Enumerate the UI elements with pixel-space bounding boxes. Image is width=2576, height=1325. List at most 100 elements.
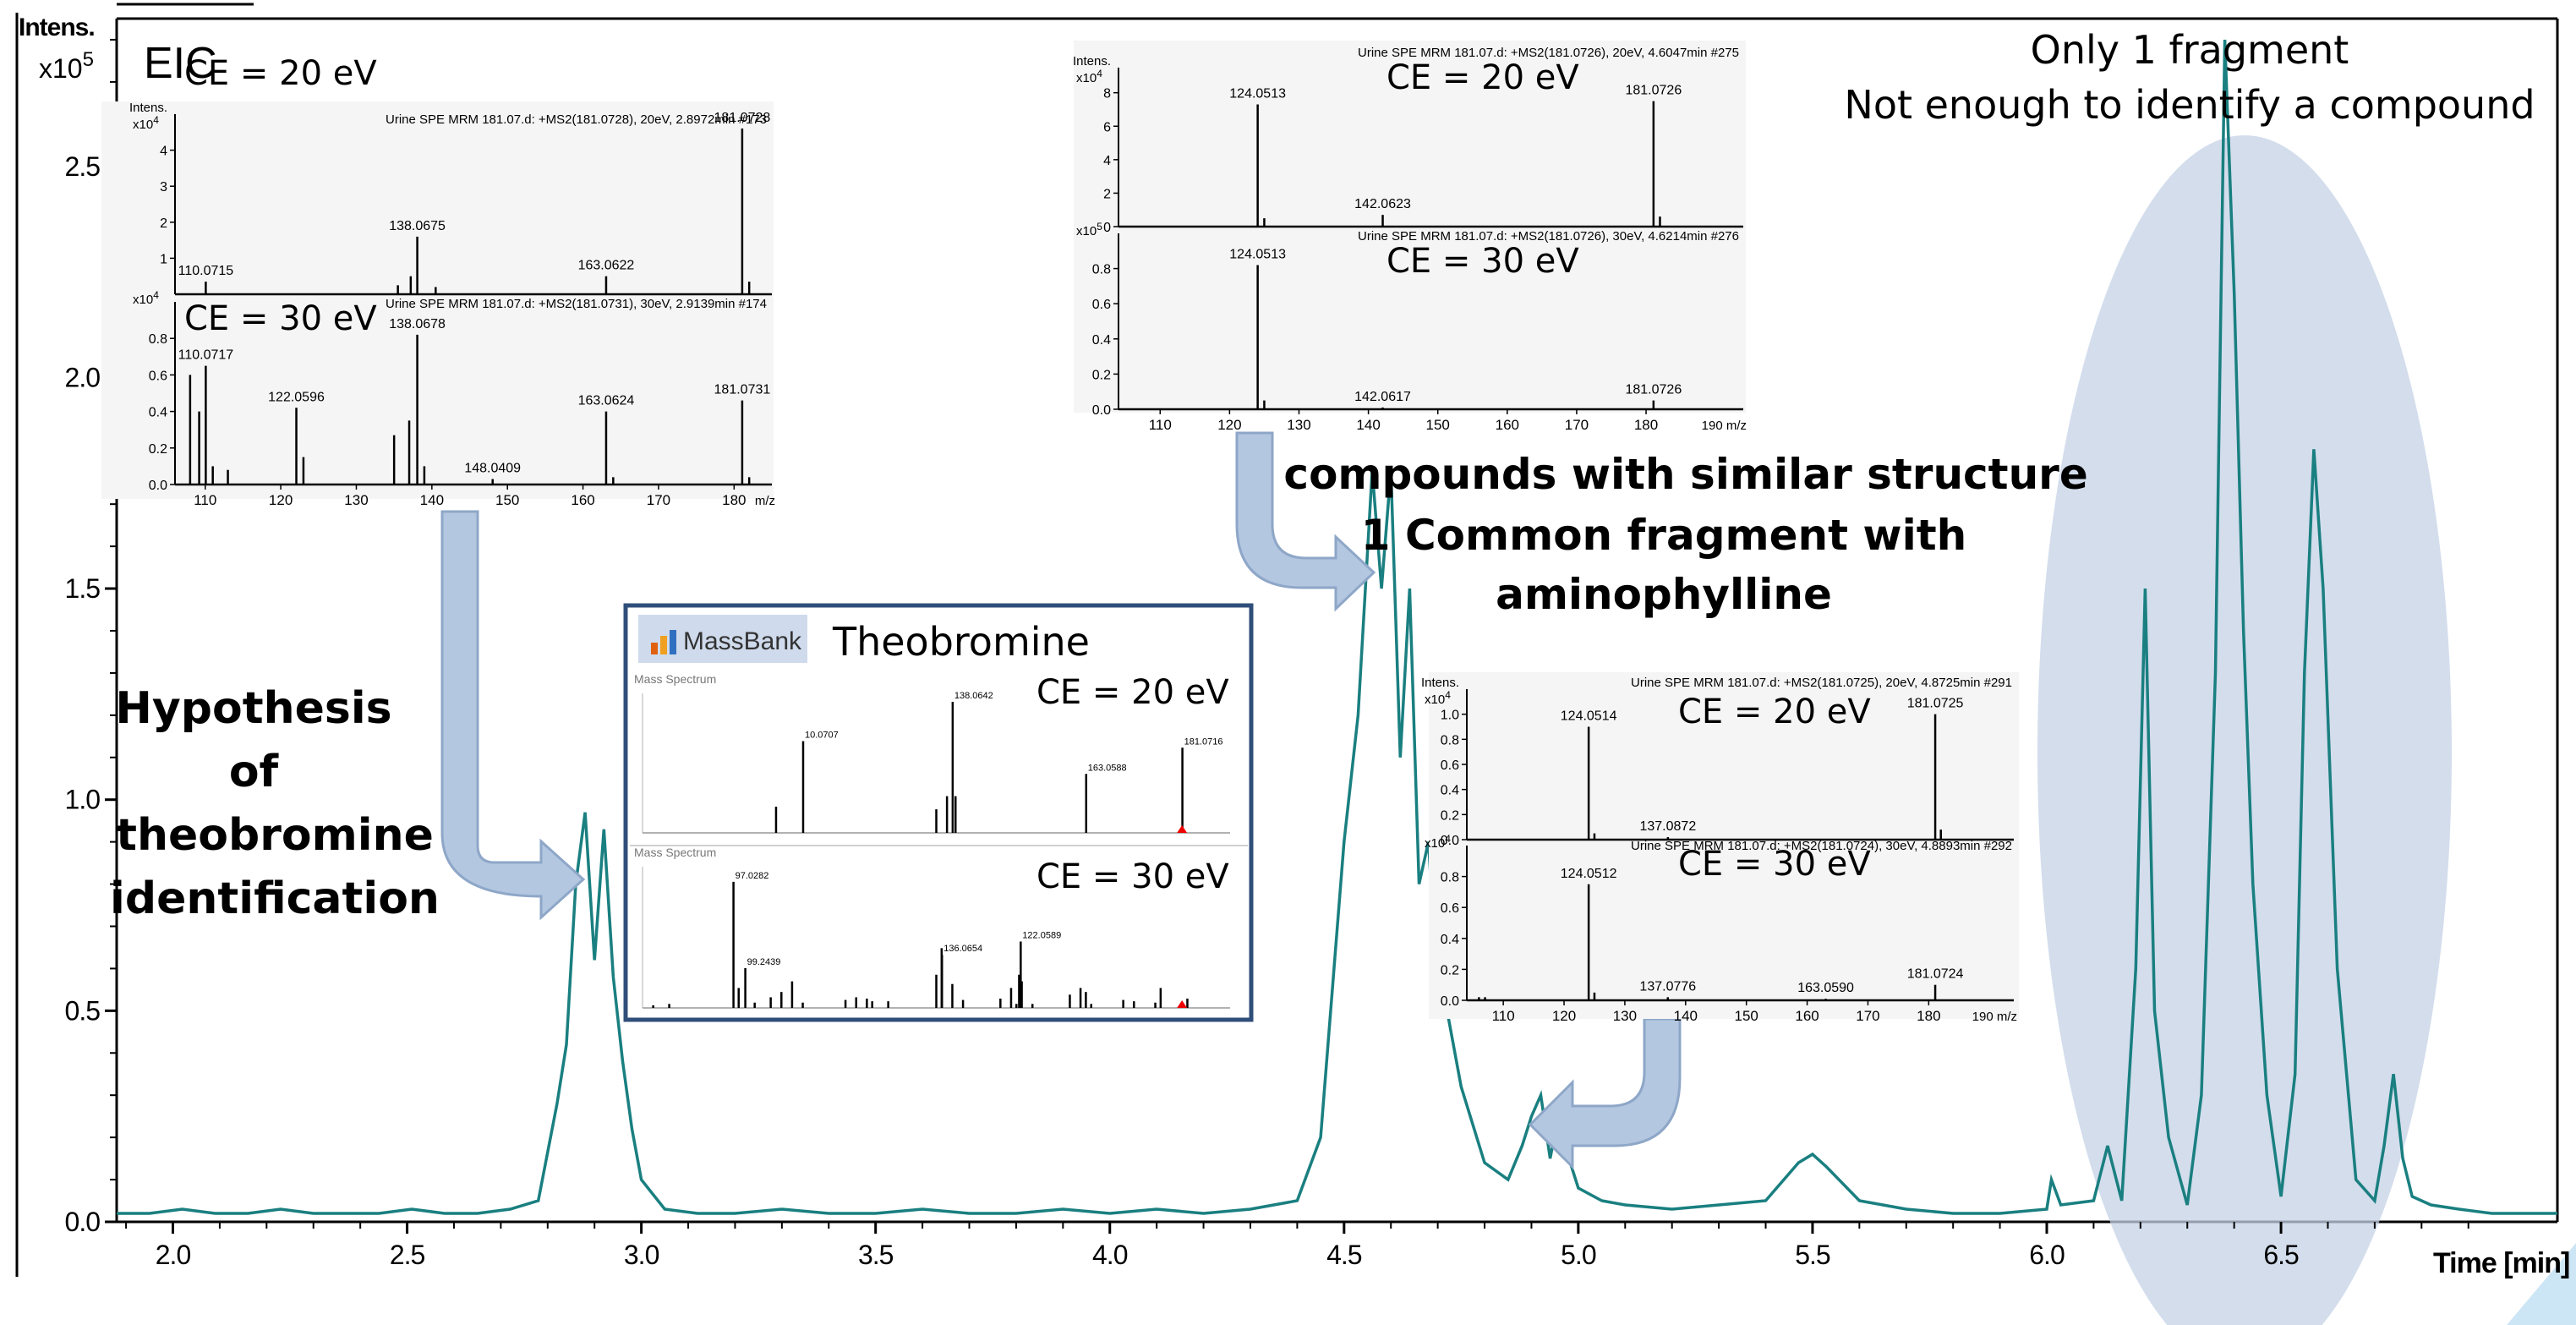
inset-y-tick-label: 4 (1103, 154, 1111, 168)
inset-y-tick-label: 0.8 (1441, 871, 1459, 885)
peak-label: 148.0409 (464, 462, 521, 476)
inset-y-tick-label: 0.0 (1441, 834, 1459, 848)
inset-x-tick-label: 170 (647, 492, 670, 508)
not-enough-text: Not enough to identify a compound (1844, 82, 2535, 128)
inset-y-tick-label: 0.8 (149, 332, 167, 347)
arrow-to-small-peaks (1528, 1017, 1682, 1170)
inset-header: Urine SPE MRM 181.07.d: +MS2(181.0726), … (1358, 46, 1739, 60)
peak-label: 181.0726 (1625, 383, 1682, 397)
inset-header: Urine SPE MRM 181.07.d: +MS2(181.0726), … (1358, 229, 1739, 244)
massbank-peak-label: 10.0707 (805, 731, 839, 741)
inset-intensity-label: Intens. (129, 101, 167, 115)
inset-header: Urine SPE MRM 181.07.d: +MS2(181.0728), … (386, 112, 767, 127)
peak-label: 124.0513 (1229, 87, 1286, 101)
aminophylline-text: aminophylline (1496, 570, 1832, 619)
massbank-logo-icon (651, 630, 676, 654)
inset-x-tick-label: 180 (722, 492, 746, 508)
inset-y-tick-label: 0.6 (1441, 901, 1459, 916)
peak-label: 163.0622 (578, 259, 635, 273)
collision-energy-label: CE = 20 eV (1386, 58, 1579, 97)
y-tick-label: 2.5 (65, 151, 101, 182)
only-one-fragment-text: Only 1 fragment (2031, 27, 2349, 73)
inset-y-tick-label: 0.0 (149, 479, 167, 493)
y-tick-label: 2.0 (65, 362, 101, 392)
inset-intensity-label: Intens. (1073, 54, 1111, 68)
x-tick-label: 3.5 (858, 1240, 894, 1270)
highlight-ellipse (2037, 135, 2452, 1325)
inset-x-tick-label: 150 (1426, 417, 1450, 433)
y-tick-label: 1.5 (65, 573, 101, 604)
x-tick-label: 2.5 (390, 1240, 425, 1270)
peak-label: 181.0728 (714, 111, 771, 125)
collision-energy-label: CE = 30 eV (1386, 242, 1579, 281)
y-axis-label: Intens. (19, 14, 95, 41)
peak-label: 138.0675 (389, 219, 446, 233)
inset-y-tick-label: 6 (1103, 120, 1111, 134)
precursor-marker (1177, 825, 1188, 833)
inset-header: Urine SPE MRM 181.07.d: +MS2(181.0724), … (1631, 839, 2012, 853)
inset-y-tick-label: 0.2 (1092, 368, 1111, 382)
peak-label: 163.0590 (1797, 981, 1854, 995)
inset-multiplier: x104 (1425, 833, 1451, 851)
inset-x-tick-label: 140 (420, 492, 444, 508)
of-text: of (229, 747, 280, 797)
peak-label: 110.0715 (178, 264, 234, 278)
peak-label: 137.0872 (1639, 819, 1696, 834)
massbank-panel-title: Mass Spectrum (634, 672, 716, 686)
massbank-ce-20-label: CE = 20 eV (1036, 673, 1229, 712)
arrow-to-theobromine-peak (440, 510, 586, 921)
inset-y-tick-label: 0.4 (1441, 933, 1459, 947)
peak-label: 181.0726 (1625, 84, 1682, 98)
massbank-peak-label: 136.0654 (943, 944, 982, 954)
inset-header: Urine SPE MRM 181.07.d: +MS2(181.0725), … (1631, 676, 2012, 690)
massbank-reference-panel: MassBank Theobromine Mass Spectrum 10.070… (623, 603, 1254, 1022)
inset-x-tick-label: 130 (344, 492, 368, 508)
x-tick-label: 5.0 (1561, 1240, 1596, 1270)
massbank-peak-label: 97.0282 (736, 871, 769, 881)
inset-header: Urine SPE MRM 181.07.d: +MS2(181.0731), … (386, 297, 767, 311)
peak-label: 124.0514 (1561, 709, 1617, 724)
inset-multiplier: x104 (1076, 68, 1102, 85)
hypothesis-text: Hypothesis (115, 683, 391, 734)
inset-y-tick-label: 4 (160, 145, 167, 159)
inset-multiplier: x104 (1425, 689, 1451, 707)
inset-intensity-label: Intens. (1421, 676, 1459, 690)
peak-label: 163.0624 (578, 394, 635, 408)
inset-y-tick-label: 1.0 (1441, 709, 1459, 723)
inset-x-unit: m/z (755, 494, 775, 508)
massbank-peak-label: 181.0716 (1184, 736, 1223, 747)
inset-x-tick-label: 160 (571, 492, 594, 508)
collision-energy-label: CE = 20 eV (1678, 693, 1871, 731)
collision-energy-label: CE = 20 eV (184, 54, 377, 93)
inset-x-tick-label: 120 (1217, 417, 1241, 433)
msms-inset-theobromine-candidate: 1234110.0715138.0675163.0622181.0728Urin… (101, 54, 775, 508)
x-tick-label: 6.5 (2263, 1240, 2299, 1270)
inset-x-tick-label: 180 (1917, 1008, 1940, 1024)
main-eic-chart: 0.0 0.5 1.0 1.5 2.0 2.5 2.0 2.5 3.0 3.5 4.0 4.5 5.0… (15, 3, 2570, 1325)
y-axis-multiplier: x105 (39, 48, 94, 84)
inset-x-tick-label: 140 (1674, 1008, 1698, 1024)
precursor-marker (1177, 1000, 1188, 1008)
massbank-ce-30-label: CE = 30 eV (1036, 857, 1229, 896)
eic-label: EIC (144, 39, 217, 88)
inset-x-tick-label: 160 (1795, 1008, 1819, 1024)
massbank-peak-label: 99.2439 (747, 957, 781, 967)
inset-multiplier: x105 (1076, 221, 1102, 238)
peak-label: 138.0678 (389, 317, 446, 331)
theobromine-text: theobromine (116, 810, 434, 861)
massbank-peak-label: 163.0588 (1088, 763, 1127, 773)
y-tick-label: 0.5 (65, 995, 101, 1026)
inset-x-tick-label: 110 (194, 492, 216, 508)
identification-text: identification (110, 873, 440, 924)
msms-inset-similar-compound-1: 0 2 4 6 8 124.0513 142.0623 181.0726 Urine SPE M… (1073, 41, 1747, 433)
inset-y-tick-label: 8 (1103, 87, 1111, 101)
inset-x-tick-label: 110 (1149, 417, 1172, 433)
peak-label: 124.0513 (1229, 247, 1286, 261)
peak-label: 124.0512 (1561, 867, 1617, 881)
x-tick-label: 4.5 (1326, 1240, 1362, 1270)
inset-y-tick-label: 3 (160, 180, 167, 194)
inset-x-tick-label: 110 (1492, 1008, 1515, 1024)
inset-x-tick-label: 160 (1496, 417, 1519, 433)
inset-x-tick-label: 150 (1735, 1008, 1758, 1024)
eic-series-line (117, 39, 2557, 1215)
